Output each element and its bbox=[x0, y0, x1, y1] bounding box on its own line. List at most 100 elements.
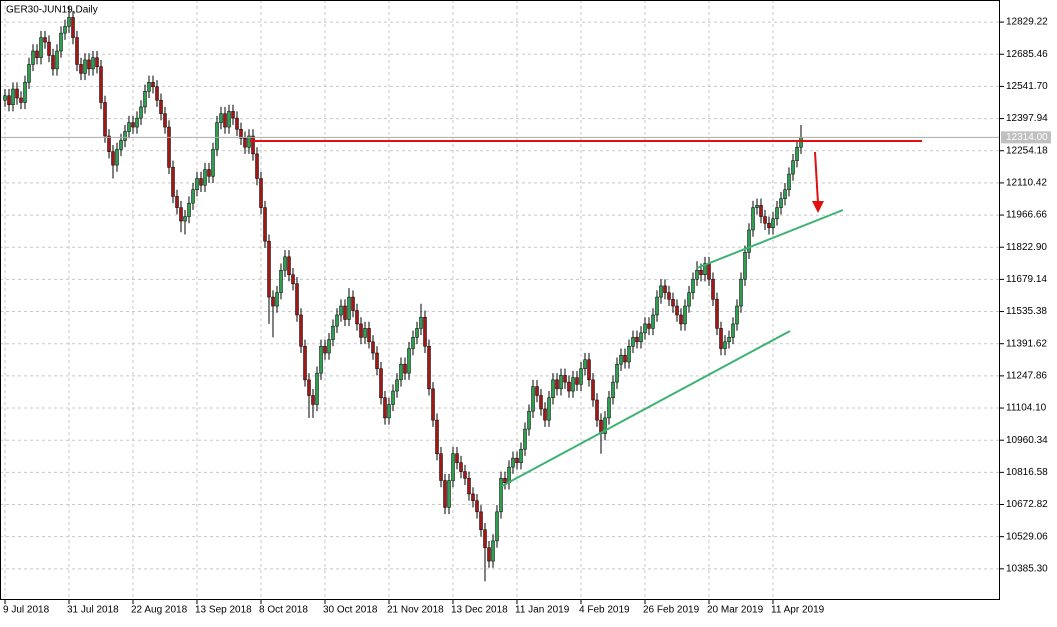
candle-body bbox=[783, 189, 787, 199]
candle-body bbox=[503, 478, 507, 484]
candle-body bbox=[63, 26, 67, 34]
candle-body bbox=[383, 397, 387, 419]
y-tick-label: 11966.66 bbox=[1006, 210, 1047, 221]
candle-body bbox=[659, 285, 663, 298]
candle-body bbox=[631, 337, 635, 347]
candle-body bbox=[227, 111, 231, 128]
candle-body bbox=[647, 323, 651, 329]
candle-body bbox=[459, 462, 463, 472]
candle-body bbox=[359, 323, 363, 338]
x-tick-label: 21 Nov 2018 bbox=[387, 605, 444, 616]
candle-body bbox=[131, 122, 135, 128]
candle-body bbox=[395, 379, 399, 392]
y-tick-label: 11391.62 bbox=[1006, 338, 1047, 349]
candle-body bbox=[47, 41, 51, 56]
candle-body bbox=[391, 390, 395, 405]
candle-body bbox=[327, 339, 331, 354]
candle-body bbox=[563, 375, 567, 383]
candle-body bbox=[419, 316, 423, 329]
candle-body bbox=[451, 453, 455, 481]
candle-body bbox=[751, 207, 755, 231]
candle-body bbox=[215, 122, 219, 150]
candle-body bbox=[39, 37, 43, 58]
candle-body bbox=[355, 310, 359, 325]
candle-body bbox=[587, 359, 591, 381]
candle-body bbox=[603, 417, 607, 434]
candle-body bbox=[727, 337, 731, 343]
y-tick-label: 11679.14 bbox=[1006, 274, 1047, 285]
candle-body bbox=[679, 314, 683, 325]
candle-body bbox=[435, 419, 439, 454]
candle-body bbox=[787, 173, 791, 190]
candle-body bbox=[75, 37, 79, 65]
candle-body bbox=[675, 305, 679, 316]
last-price-box bbox=[1001, 131, 1051, 144]
candle-body bbox=[123, 131, 127, 141]
candle-body bbox=[135, 117, 139, 128]
candle-body bbox=[143, 91, 147, 108]
candle-body bbox=[471, 493, 475, 501]
candle-body bbox=[687, 292, 691, 307]
candle-body bbox=[579, 368, 583, 385]
candle-body bbox=[575, 377, 579, 385]
candle-body bbox=[275, 292, 279, 307]
candle-body bbox=[467, 478, 471, 495]
candle-body bbox=[639, 332, 643, 343]
candle-body bbox=[407, 348, 411, 374]
candle-body bbox=[555, 379, 559, 390]
candle-body bbox=[775, 207, 779, 220]
candle-body bbox=[559, 375, 563, 390]
candle-body bbox=[207, 169, 211, 177]
candle-body bbox=[483, 529, 487, 548]
candle-body bbox=[335, 314, 339, 327]
candle-body bbox=[779, 198, 783, 208]
candle-body bbox=[363, 328, 367, 338]
candle-body bbox=[31, 50, 35, 65]
y-tick-label: 12254.18 bbox=[1006, 145, 1048, 156]
candle-body bbox=[759, 205, 763, 217]
candle-body bbox=[551, 379, 555, 399]
candle-body bbox=[315, 372, 319, 405]
candle-body bbox=[723, 341, 727, 349]
candle-body bbox=[491, 540, 495, 562]
arrow bbox=[814, 151, 819, 204]
axes: 12829.22 12685.46 12541.70 12397.94 12254.18… bbox=[3, 17, 1051, 616]
candle-body bbox=[115, 149, 119, 166]
trend-line bbox=[501, 330, 791, 487]
candles bbox=[0, 6, 1000, 582]
candle-body bbox=[379, 368, 383, 399]
candle-body bbox=[231, 111, 235, 119]
candle-body bbox=[151, 82, 155, 88]
candle-body bbox=[423, 316, 427, 347]
candle-body bbox=[239, 129, 243, 139]
candle-body bbox=[595, 399, 599, 421]
candle-body bbox=[71, 17, 75, 38]
candle-body bbox=[543, 408, 547, 421]
candle-body bbox=[219, 113, 223, 123]
y-tick-label: 12110.42 bbox=[1006, 178, 1047, 189]
x-tick-label: 11 Jan 2019 bbox=[515, 605, 570, 616]
candle-body bbox=[619, 355, 623, 365]
candle-body bbox=[351, 296, 355, 311]
x-tick-label: 22 Aug 2018 bbox=[131, 605, 188, 616]
candle-body bbox=[671, 299, 675, 307]
candle-body bbox=[455, 453, 459, 463]
candle-body bbox=[187, 202, 191, 217]
candle-body bbox=[535, 386, 539, 396]
candle-body bbox=[487, 547, 491, 562]
candle-body bbox=[799, 137, 803, 148]
y-tick-label: 12397.94 bbox=[1006, 113, 1048, 124]
candle-body bbox=[87, 59, 91, 70]
candle-body bbox=[35, 50, 39, 58]
candle-body bbox=[3, 95, 7, 101]
candle-body bbox=[171, 167, 175, 197]
candle-body bbox=[447, 480, 451, 508]
candle-body bbox=[463, 471, 467, 479]
candle-body bbox=[731, 323, 735, 338]
candle-body bbox=[651, 314, 655, 329]
candle-body bbox=[175, 196, 179, 208]
candle-body bbox=[683, 305, 687, 325]
candle-body bbox=[99, 66, 103, 103]
candle-body bbox=[331, 325, 335, 340]
